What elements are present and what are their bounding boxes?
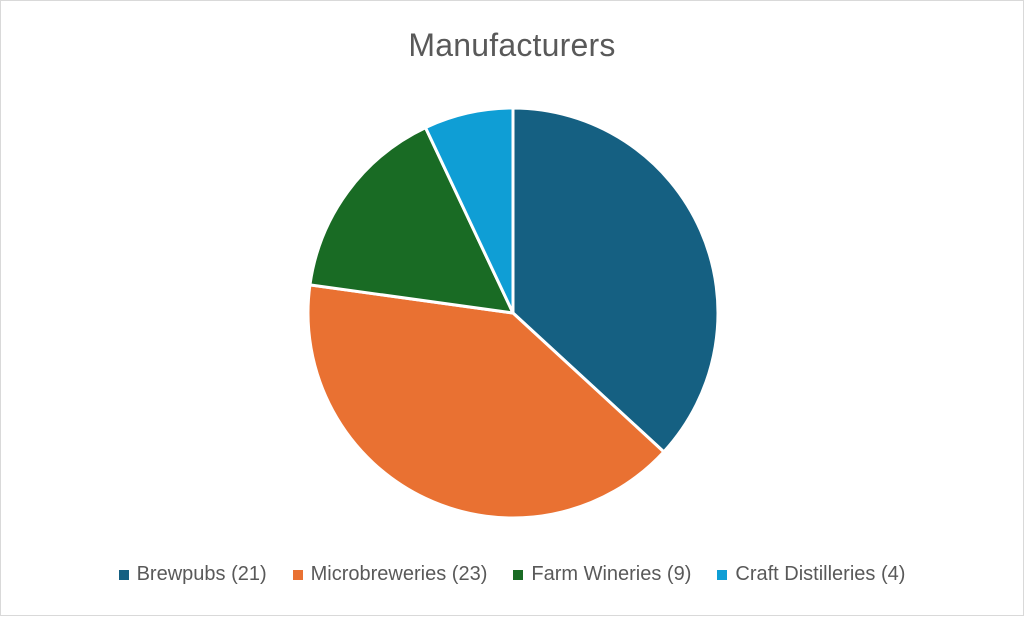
- legend-label-microbreweries: Microbreweries (23): [310, 563, 488, 585]
- pie-slice-craft-distilleries: [424, 106, 515, 315]
- pie-slice-microbreweries: [306, 283, 666, 520]
- legend-item-microbreweries: Microbreweries (23): [292, 563, 488, 586]
- chart-title: Manufacturers: [408, 27, 616, 63]
- legend-swatch-craft-distilleries: [717, 569, 728, 580]
- legend-item-craft-distilleries: Craft Distilleries (4): [717, 563, 905, 586]
- legend-swatch-farm-wineries: [513, 569, 524, 580]
- legend-label-farm-wineries: Farm Wineries (9): [531, 563, 692, 585]
- legend-item-farm-wineries: Farm Wineries (9): [513, 563, 691, 586]
- pie-slice-brewpubs: [511, 106, 720, 454]
- legend-label-brewpubs: Brewpubs (21): [136, 563, 267, 585]
- legend-swatch-brewpubs: [118, 569, 129, 580]
- pie-slices: [306, 106, 720, 520]
- legend-item-brewpubs: Brewpubs (21): [118, 563, 267, 586]
- chart-legend: Brewpubs (21) Microbreweries (23) Farm W…: [1, 563, 1023, 586]
- legend-swatch-microbreweries: [292, 569, 303, 580]
- legend-label-craft-distilleries: Craft Distilleries (4): [735, 563, 906, 585]
- pie-slice-farm-wineries: [308, 126, 515, 315]
